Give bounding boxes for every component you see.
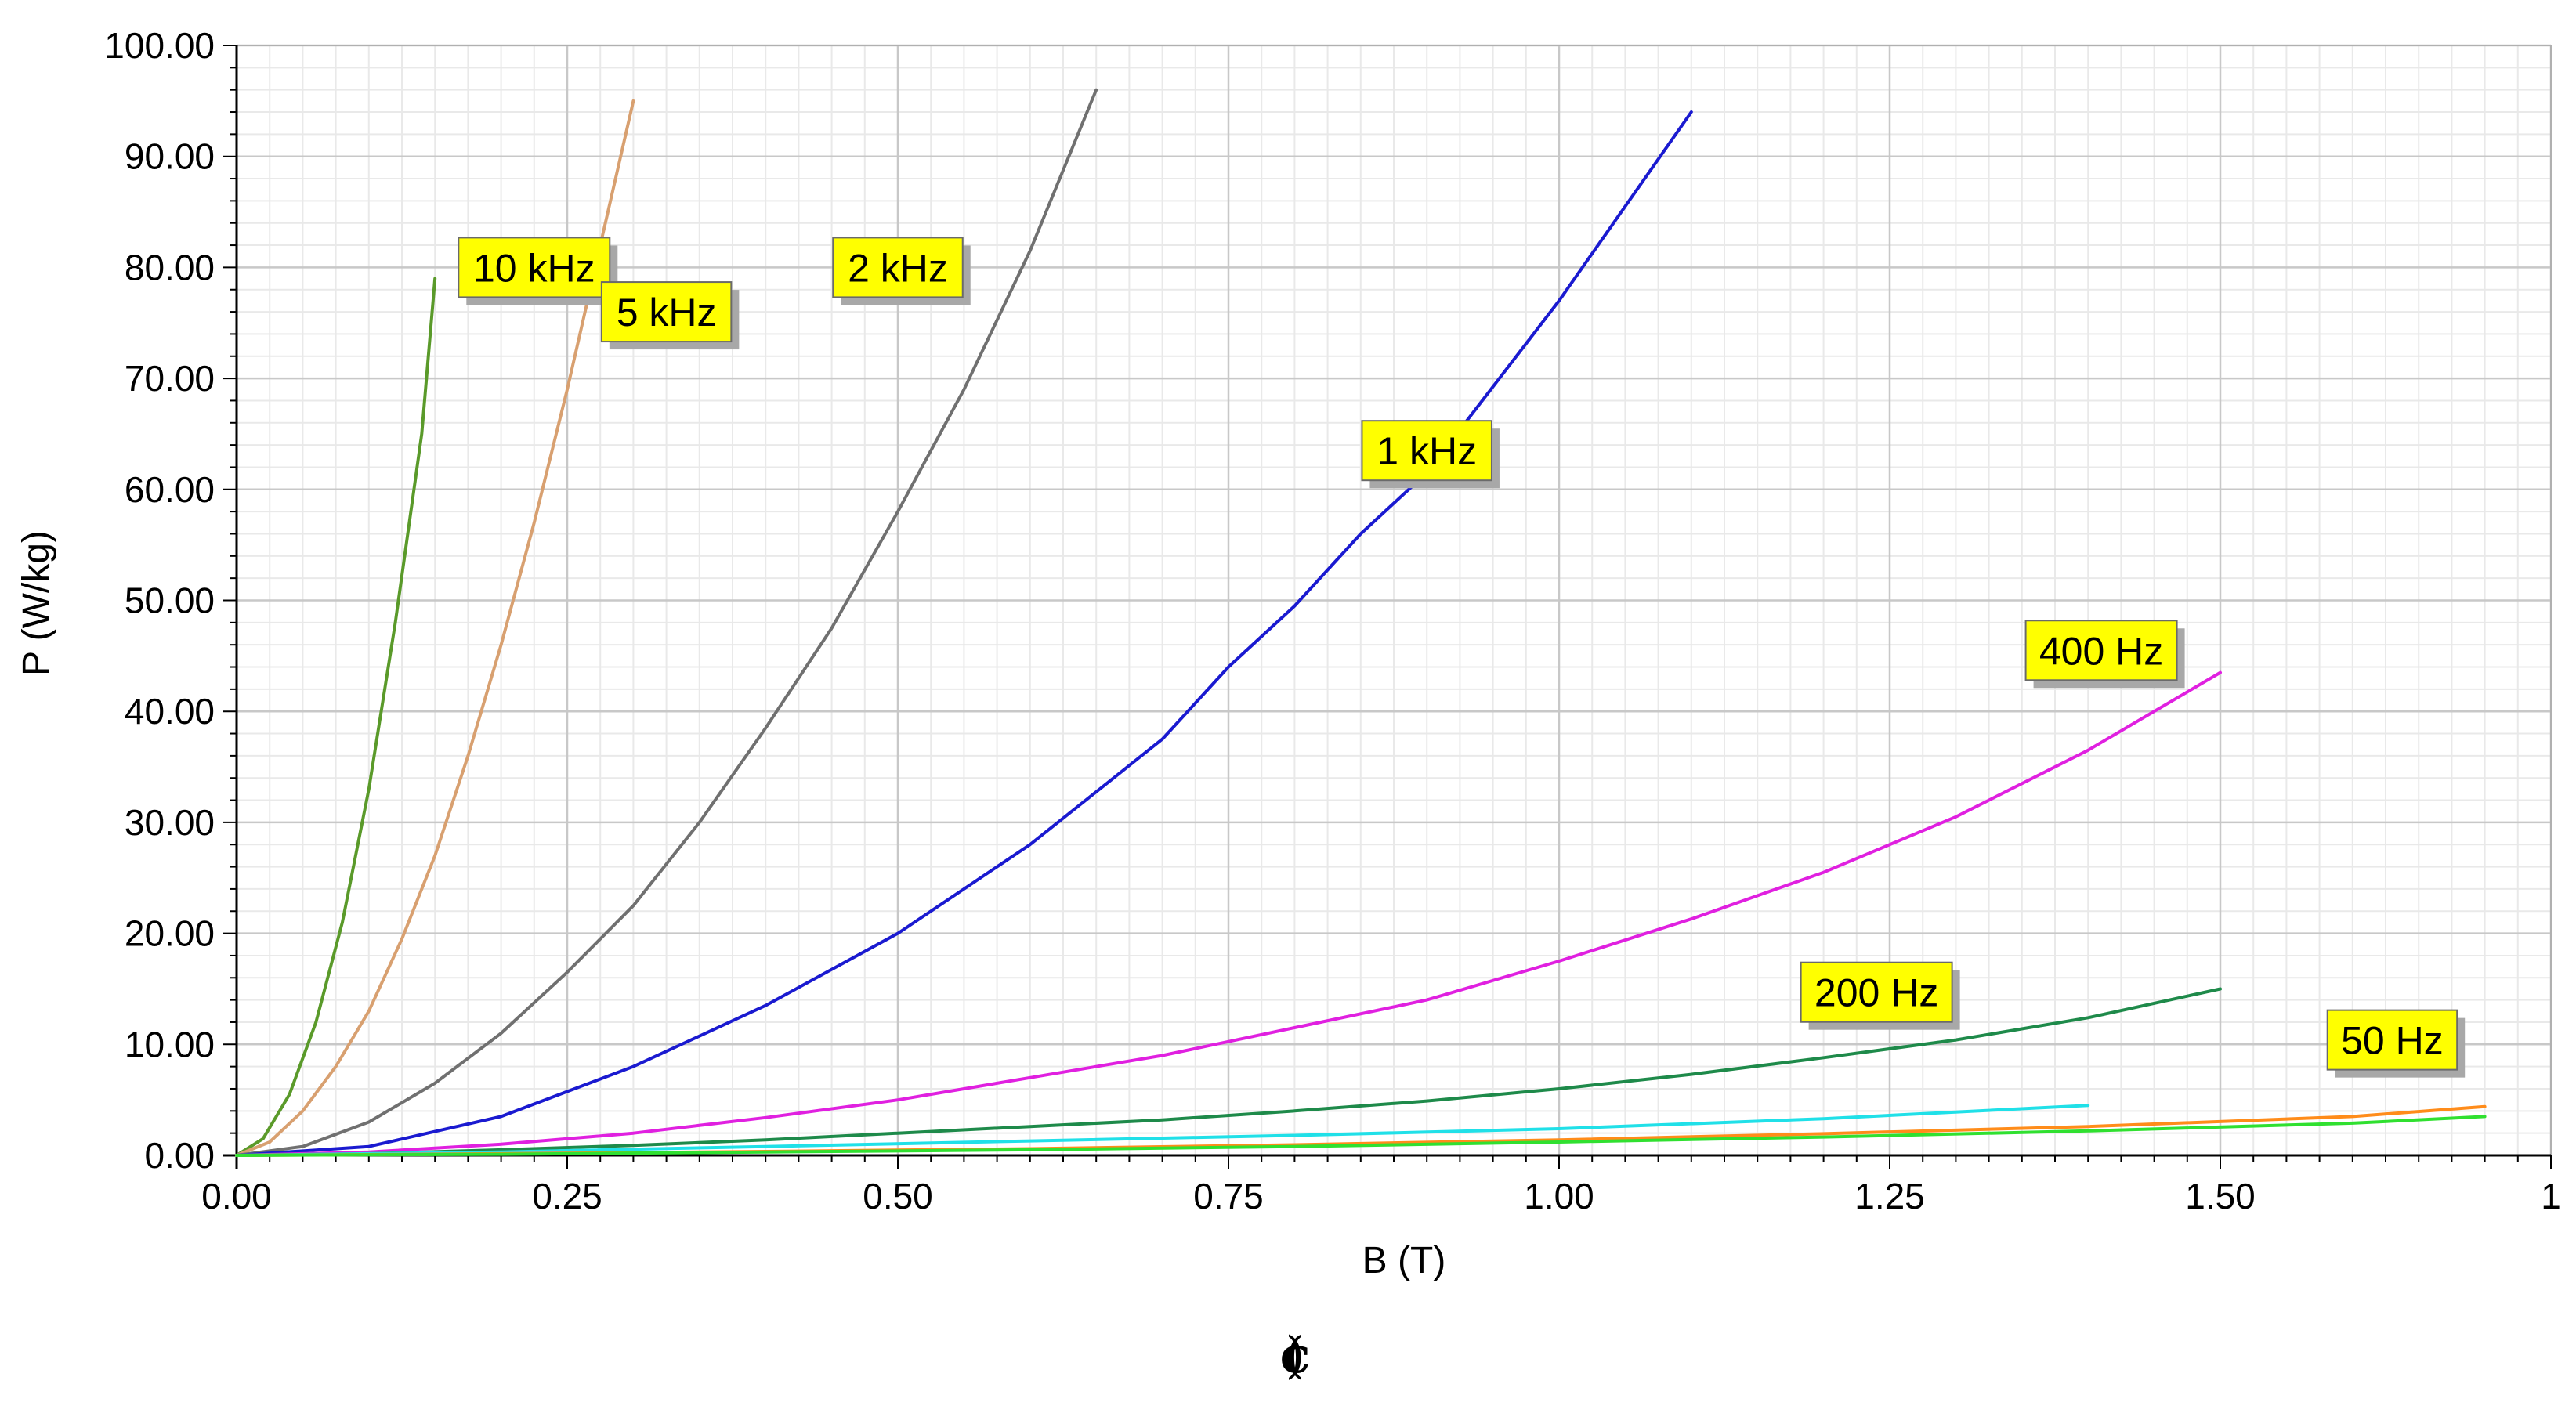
series-label-box bbox=[1800, 961, 1953, 1023]
series-label-box bbox=[832, 237, 964, 298]
y-tick-label: 20.00 bbox=[125, 913, 215, 954]
x-tick-label: 1 bbox=[2541, 1176, 2561, 1216]
series-label-text: 400 Hz bbox=[2039, 629, 2163, 673]
y-tick-label: 0.00 bbox=[144, 1135, 215, 1176]
y-tick-label: 90.00 bbox=[125, 136, 215, 177]
series-label-text: 1 kHz bbox=[1377, 429, 1477, 473]
series-label-box bbox=[2326, 1009, 2458, 1071]
series-label-text: 2 kHz bbox=[848, 246, 948, 290]
series-label-box bbox=[458, 237, 611, 298]
axes bbox=[223, 45, 2552, 1169]
x-tick-label: 1.25 bbox=[1854, 1176, 1925, 1216]
y-tick-label: 30.00 bbox=[125, 802, 215, 843]
series-labels: 10 kHz 5 kHz 2 kHz 1 kHz 400 Hz 200 Hz 50 Hz bbox=[458, 237, 2466, 1078]
series-label-box bbox=[2024, 620, 2178, 681]
series-label-5-khz: 5 kHz bbox=[600, 281, 740, 350]
series-label-text: 50 Hz bbox=[2341, 1019, 2444, 1063]
y-axis-title: P (W/kg) bbox=[16, 530, 57, 676]
y-tick-label: 40.00 bbox=[125, 691, 215, 732]
x-tick-label: 0.25 bbox=[532, 1176, 602, 1216]
y-tick-label: 70.00 bbox=[125, 358, 215, 399]
y-tick-label: 50.00 bbox=[125, 580, 215, 621]
series-line-2-khz bbox=[235, 88, 1098, 1157]
x-axis-title: B (T) bbox=[1362, 1240, 1446, 1281]
series-lines bbox=[235, 88, 2487, 1157]
y-tick-label: 10.00 bbox=[125, 1024, 215, 1064]
x-tick-label: 0.75 bbox=[1193, 1176, 1264, 1216]
series-line-5-khz bbox=[235, 99, 635, 1157]
series-line-200-hz bbox=[235, 987, 2222, 1157]
y-tick-label: 100.00 bbox=[104, 25, 215, 66]
x-tick-label: 0.00 bbox=[201, 1176, 272, 1216]
series-label-text: 200 Hz bbox=[1814, 971, 1938, 1015]
x-tick-label: 1.50 bbox=[2185, 1176, 2256, 1216]
x-tick-labels: 0.00 0.25 0.50 0.75 1.00 1.25 1.50 1 bbox=[201, 1176, 2561, 1216]
series-label-1-khz: 1 kHz bbox=[1361, 420, 1500, 489]
series-label-text: 10 kHz bbox=[473, 246, 595, 290]
series-line-400-hz bbox=[235, 670, 2222, 1157]
y-tick-labels: 0.00 10.00 20.00 30.00 40.00 50.00 60.00 70.00 8… bbox=[104, 25, 215, 1176]
series-label-box bbox=[1361, 420, 1492, 482]
series-label-box bbox=[600, 281, 733, 343]
series-line-100-hz bbox=[235, 1104, 2090, 1157]
series-label-2-khz: 2 kHz bbox=[832, 237, 971, 305]
series-label-50-hz: 50 Hz bbox=[2326, 1009, 2466, 1078]
series-label-text: 5 kHz bbox=[617, 291, 717, 334]
series-label-400-hz: 400 Hz bbox=[2024, 620, 2185, 689]
figure-caption: ( c ) bbox=[1280, 1326, 1311, 1385]
series-line-10-khz bbox=[235, 277, 437, 1157]
y-tick-label: 80.00 bbox=[125, 247, 215, 287]
caption-open-paren: ( bbox=[1286, 1327, 1305, 1385]
x-tick-label: 1.00 bbox=[1524, 1176, 1594, 1216]
x-tick-label: 0.50 bbox=[863, 1176, 933, 1216]
y-tick-label: 60.00 bbox=[125, 469, 215, 510]
caption-close-paren: ) bbox=[1286, 1327, 1305, 1385]
series-line-50-hz-low bbox=[235, 1115, 2487, 1157]
series-label-10-khz: 10 kHz bbox=[458, 237, 618, 305]
series-label-200-hz: 200 Hz bbox=[1800, 961, 1960, 1030]
caption-letter: c bbox=[1280, 1326, 1311, 1385]
